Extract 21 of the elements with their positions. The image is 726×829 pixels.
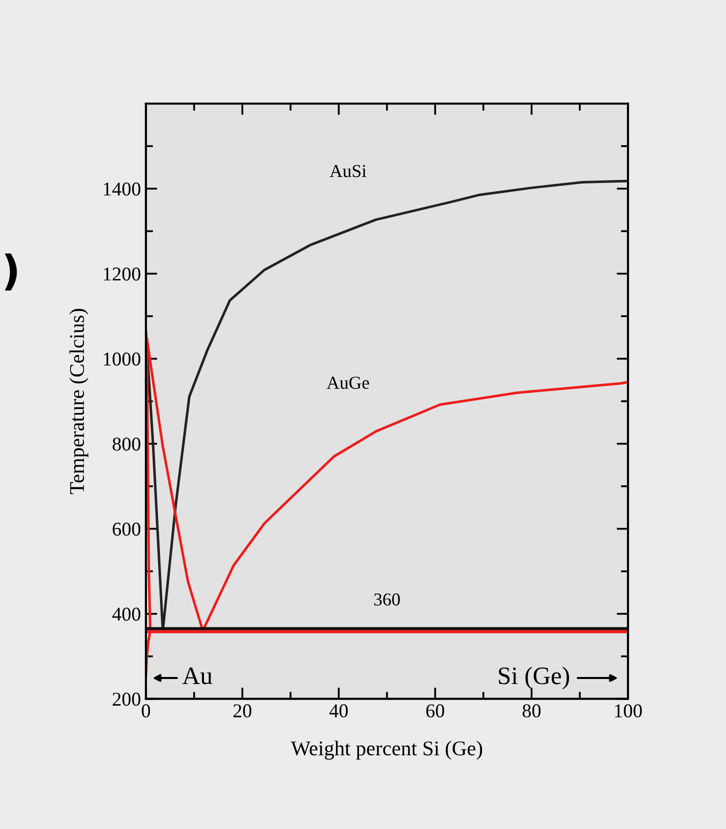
x-tick-label: 100	[615, 704, 642, 718]
y-tick-label: 800	[112, 438, 140, 451]
x-tick-label: 80	[522, 704, 541, 718]
y-axis-title: Temperature (Celcius)	[69, 308, 88, 494]
y-tick-label: 600	[112, 522, 140, 536]
y-tick-label: 400	[112, 608, 140, 621]
text: AuGe	[326, 376, 370, 389]
text: )	[4, 253, 17, 291]
text: AuSi	[330, 165, 366, 178]
y-tick-label: 200	[112, 692, 140, 706]
x-tick-label: 20	[233, 704, 252, 718]
x-tick-label: 0	[142, 704, 150, 718]
annotation: 360	[374, 593, 400, 606]
x-axis-title: Weight percent Si (Ge)	[290, 740, 482, 760]
y-tick-label: 1000	[104, 352, 140, 366]
x-tick-label: 40	[329, 704, 348, 718]
y-tick-label: 1400	[104, 182, 140, 196]
annotation: Au	[182, 668, 212, 684]
y-tick-label: 1200	[104, 268, 140, 281]
x-tick-label: 60	[426, 704, 444, 718]
annotation: Si (Ge)	[498, 666, 570, 690]
